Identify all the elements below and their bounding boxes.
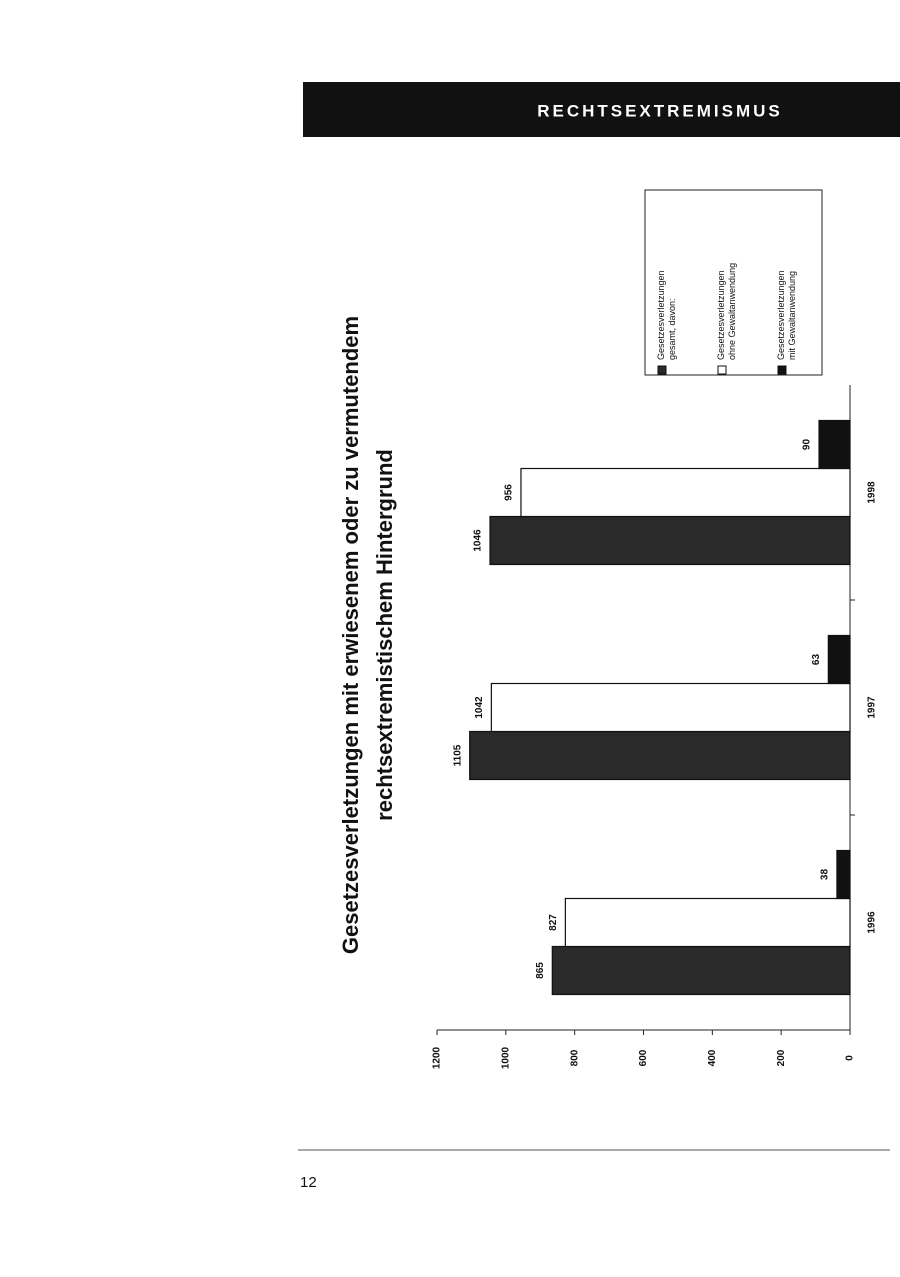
- legend-line: ohne Gewaltanwendung: [727, 263, 737, 360]
- x-tick-label: 1996: [867, 911, 878, 934]
- legend-swatch: [657, 365, 667, 375]
- y-tick-label: 800: [569, 1049, 580, 1066]
- bar: [520, 467, 851, 518]
- legend-box: [644, 189, 823, 376]
- bar: [469, 730, 851, 781]
- bar: [564, 897, 851, 948]
- legend-line: gesamt, davon:: [667, 298, 677, 360]
- bar: [818, 419, 851, 470]
- legend-line: Gesetzesverletzungen: [716, 268, 726, 360]
- x-tick-label: 1998: [867, 481, 878, 504]
- value-label: 1046: [473, 529, 484, 552]
- y-tick-label: 600: [638, 1049, 649, 1066]
- y-tick-label: 400: [707, 1049, 718, 1066]
- bar: [551, 945, 851, 996]
- legend-line: Gesetzesverletzungen: [656, 268, 666, 360]
- y-tick-label: 1000: [500, 1046, 511, 1069]
- page-number: 12: [300, 1174, 317, 1191]
- legend-line: mit Gewaltanwendung: [787, 271, 797, 360]
- legend-swatch: [717, 365, 727, 375]
- value-label: 38: [820, 869, 831, 881]
- bar: [490, 682, 851, 733]
- legend-label: Gesetzesverletzungen gesamt, davon:: [656, 268, 677, 360]
- y-tick-label: 200: [776, 1049, 787, 1066]
- value-label: 90: [802, 439, 813, 451]
- legend-swatch: [777, 365, 787, 375]
- bar: [836, 849, 851, 900]
- y-tick-label: 0: [845, 1055, 856, 1061]
- chart-title: Gesetzesverletzungen mit erwiesenem oder…: [338, 316, 363, 954]
- y-tick-label: 1200: [432, 1046, 443, 1069]
- value-label: 1105: [452, 744, 463, 766]
- legend-label: Gesetzesverletzungen mit Gewaltanwendung: [776, 268, 797, 360]
- chart-title: rechtsextremistischem Hintergrund: [372, 449, 397, 821]
- header-bar: [303, 82, 900, 137]
- legend-line: Gesetzesverletzungen: [776, 268, 786, 360]
- value-label: 865: [535, 962, 546, 979]
- value-label: 956: [504, 484, 515, 501]
- header-title: RECHTSEXTREMISMUS: [537, 101, 783, 120]
- x-tick-label: 1997: [867, 696, 878, 719]
- bar: [489, 515, 851, 566]
- value-label: 63: [811, 654, 822, 666]
- bar: [827, 634, 851, 685]
- value-label: 1042: [474, 696, 485, 719]
- value-label: 827: [548, 914, 559, 931]
- legend-label: Gesetzesverletzungen ohne Gewaltanwendun…: [716, 263, 737, 360]
